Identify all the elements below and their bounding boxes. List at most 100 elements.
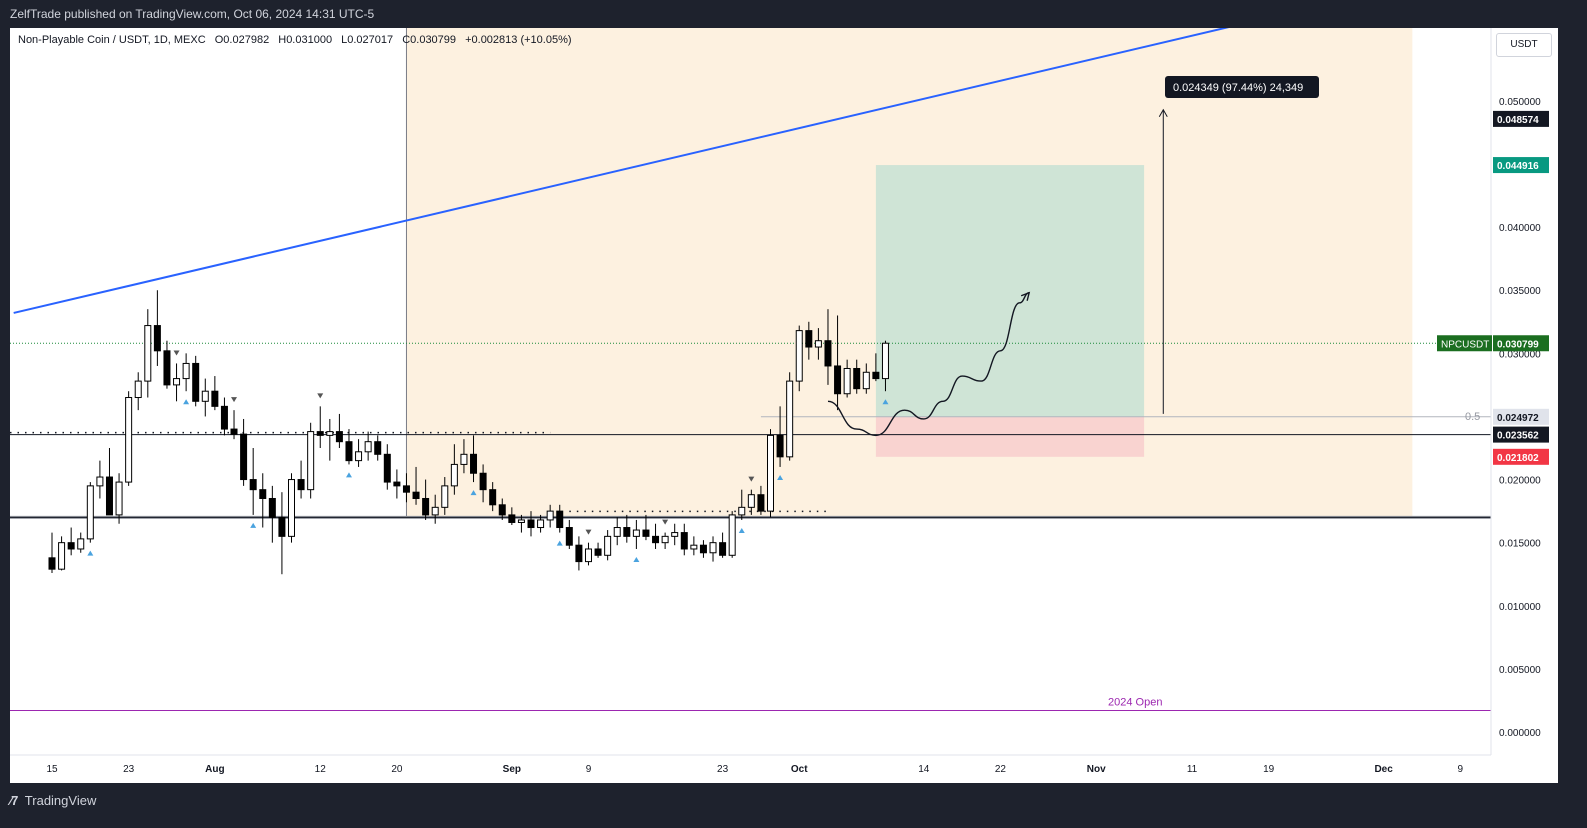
- stop-zone: [875, 416, 1145, 457]
- candle-body: [450, 463, 458, 487]
- candle-body: [67, 542, 75, 550]
- candle-body: [728, 514, 736, 556]
- candle-body: [719, 542, 727, 556]
- candle-body: [661, 535, 669, 544]
- candle-body: [182, 362, 190, 380]
- price-tick-label: 0.050000: [1499, 97, 1541, 108]
- candlestick-chart[interactable]: 0.5 2024 Open 0.024349 (97.44%) 24,349 0.00…: [10, 28, 1558, 783]
- sell-marker: [748, 476, 755, 482]
- candle-body: [144, 325, 152, 382]
- candle-body: [690, 544, 698, 550]
- projection-arrowhead: [1020, 291, 1031, 301]
- candle-body: [96, 476, 104, 487]
- candle-body: [795, 330, 803, 382]
- sell-marker: [231, 397, 238, 403]
- candle-body: [441, 485, 449, 508]
- time-tick-label: 23: [717, 764, 729, 775]
- time-tick-label: 11: [1187, 764, 1198, 775]
- candle-body: [105, 476, 113, 516]
- sell-marker: [317, 393, 324, 399]
- candle-body: [786, 380, 794, 458]
- price-tick-label: 0.015000: [1499, 539, 1541, 550]
- time-tick-label: 22: [995, 764, 1007, 775]
- open-value: O0.027982: [214, 34, 270, 46]
- candle-body: [671, 532, 679, 537]
- time-tick-label: Oct: [791, 764, 808, 775]
- symbol-tag-label: NPCUSDT: [1441, 339, 1489, 350]
- price-label-bg: [1493, 335, 1549, 352]
- candle-body: [632, 529, 640, 537]
- sell-marker: [173, 350, 180, 356]
- candle-body: [834, 365, 842, 395]
- candle-body: [230, 428, 238, 435]
- candle-body: [374, 441, 382, 455]
- projection-path: [827, 292, 1030, 437]
- candle-body: [259, 489, 267, 499]
- price-tick-label: 0.040000: [1499, 223, 1541, 234]
- candle-body: [767, 434, 774, 512]
- candle-body: [125, 397, 133, 483]
- candle-body: [747, 494, 755, 508]
- candle-body: [862, 371, 870, 390]
- candle-body: [853, 367, 861, 390]
- chart-frame: 0.5 2024 Open 0.024349 (97.44%) 24,349 0.00…: [10, 28, 1558, 783]
- candle-body: [307, 431, 315, 491]
- yearly-open-label: 2024 Open: [1108, 697, 1162, 709]
- brand-name: TradingView: [24, 793, 97, 808]
- candle-body: [604, 535, 612, 556]
- candle-body: [872, 371, 880, 380]
- candle-body: [498, 504, 506, 516]
- symbol-name: Non-Playable Coin / USDT, 1D, MEXC: [18, 34, 206, 46]
- candle-body: [345, 441, 353, 462]
- candle-body: [470, 453, 478, 474]
- candle-body: [278, 516, 286, 537]
- buy-marker: [183, 399, 190, 405]
- buy-marker: [470, 490, 477, 496]
- candle-body: [383, 453, 391, 483]
- candle-body: [537, 519, 545, 529]
- candle-body: [460, 453, 468, 465]
- candle-body: [412, 491, 420, 499]
- time-tick-label: 23: [123, 764, 135, 775]
- symbol-legend: Non-Playable Coin / USDT, 1D, MEXC O0.02…: [18, 34, 578, 46]
- candle-body: [805, 330, 813, 348]
- target-zone: [875, 165, 1145, 417]
- candle-body: [364, 441, 372, 453]
- time-tick-label: 20: [391, 764, 403, 775]
- price-label: 0.023562: [1497, 431, 1539, 442]
- candle-body: [517, 519, 525, 523]
- currency-selector[interactable]: USDT: [1496, 33, 1552, 57]
- candle-body: [86, 485, 94, 540]
- price-label-bg: [1493, 157, 1549, 174]
- candle-body: [288, 479, 295, 537]
- candle-body: [58, 542, 66, 570]
- candle-body: [326, 431, 334, 436]
- price-tick-label: 0.005000: [1499, 665, 1541, 676]
- sell-marker: [585, 529, 592, 535]
- ascending-trendline: [13, 28, 1230, 314]
- candle-body: [709, 542, 717, 554]
- candle-body: [431, 506, 439, 516]
- publisher-bar: ZelfTrade published on TradingView.com, …: [0, 0, 1587, 28]
- price-label-bg: [1493, 408, 1549, 425]
- price-label: 0.044916: [1497, 161, 1539, 172]
- time-tick-label: Sep: [503, 764, 521, 775]
- candle-body: [881, 342, 889, 380]
- buy-marker: [633, 556, 640, 562]
- price-tick-label: 0.000000: [1499, 728, 1541, 739]
- price-tick-label: 0.010000: [1499, 602, 1541, 613]
- candle-body: [192, 362, 200, 402]
- candle-body: [201, 390, 209, 402]
- candle-body: [680, 532, 688, 550]
- candle-body: [48, 557, 56, 570]
- buy-marker: [777, 474, 784, 480]
- candle-body: [652, 535, 660, 544]
- time-tick-label: Aug: [205, 764, 224, 775]
- candle-body: [776, 434, 784, 458]
- price-label-bg: [1493, 110, 1549, 127]
- candle-body: [824, 340, 832, 367]
- candle-body: [479, 472, 487, 491]
- candle-body: [134, 380, 142, 399]
- time-tick-label: Nov: [1087, 764, 1106, 775]
- candle-body: [642, 529, 650, 537]
